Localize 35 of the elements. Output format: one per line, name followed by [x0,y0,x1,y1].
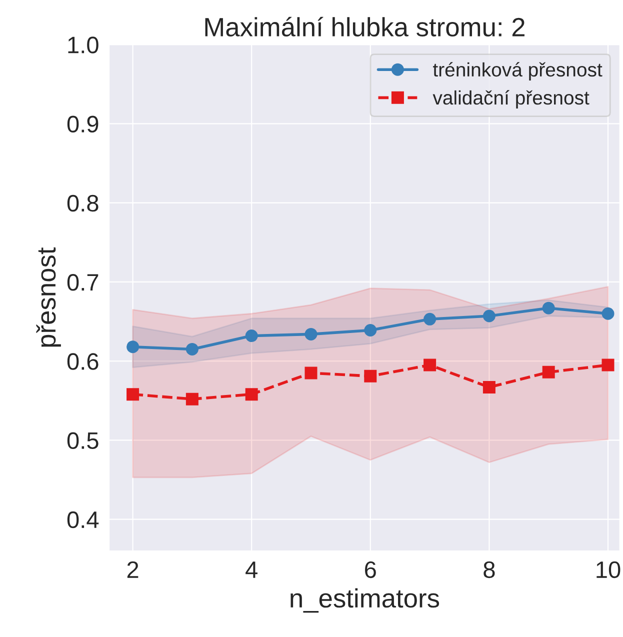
x-tick-label: 10 [596,561,620,578]
y-tick-label: 0.6 [67,353,98,370]
point [304,366,318,380]
point [424,312,436,326]
point [304,328,318,340]
x-tick-label: 8 [484,561,495,578]
point [602,358,614,372]
y-axis-title: přesnost [36,247,61,347]
y-tick-label: 0.7 [67,274,98,291]
point [364,370,377,382]
x-tick-label: 2 [127,561,138,578]
point [542,366,555,378]
point [542,302,555,314]
y-tick-label: 0.4 [67,511,99,528]
x-tick-label: 6 [365,561,376,578]
legend-label: tréninková přesnost [433,62,602,80]
chart-title: Maximální hlubka stromu: 2 [205,16,524,37]
point [482,380,496,394]
y-tick-label: 0.8 [67,194,98,212]
x-axis-title: n_estimators [290,588,440,613]
point [245,330,258,342]
point [186,392,198,406]
legend-label: validační přesnost [432,90,590,109]
point [186,342,198,356]
y-tick-label: 0.5 [67,432,98,450]
y-tick-label: 1.0 [68,36,98,54]
point [482,310,496,322]
point [364,324,377,336]
point [245,388,258,401]
point [126,388,140,401]
point [126,340,140,354]
point [602,307,614,320]
y-tick-label: 0.9 [67,116,98,133]
point [424,358,436,372]
x-tick-label: 4 [246,562,258,578]
